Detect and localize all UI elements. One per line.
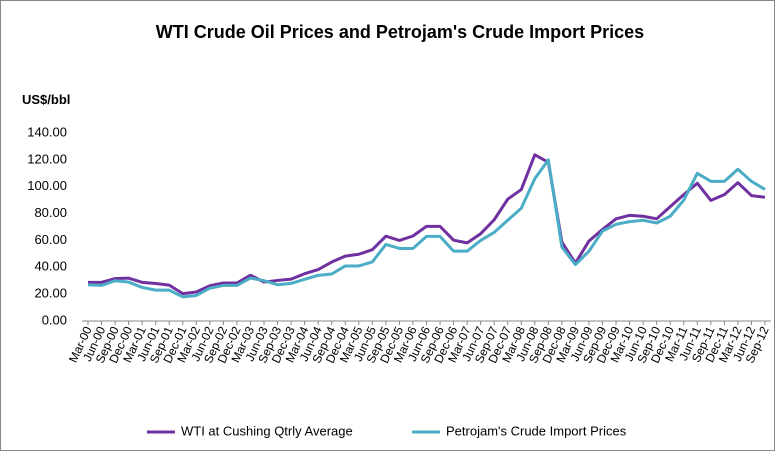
y-axis-label: US$/bbl [22,92,70,107]
y-tick-label: 140.00 [27,124,67,139]
chart-border [0,0,775,451]
y-tick-label: 100.00 [27,178,67,193]
chart-title: WTI Crude Oil Prices and Petrojam's Crud… [156,22,644,42]
y-tick-label: 60.00 [34,232,67,247]
series-line [88,153,766,296]
legend-label: WTI at Cushing Qtrly Average [181,423,353,438]
y-tick-label: 40.00 [34,259,67,274]
series-line [87,158,766,299]
y-tick-label: 120.00 [27,151,67,166]
y-tick-label: 20.00 [34,286,67,301]
y-tick-label: 80.00 [34,205,67,220]
legend-label: Petrojam's Crude Import Prices [446,423,627,438]
y-tick-label: 0.00 [42,312,67,327]
